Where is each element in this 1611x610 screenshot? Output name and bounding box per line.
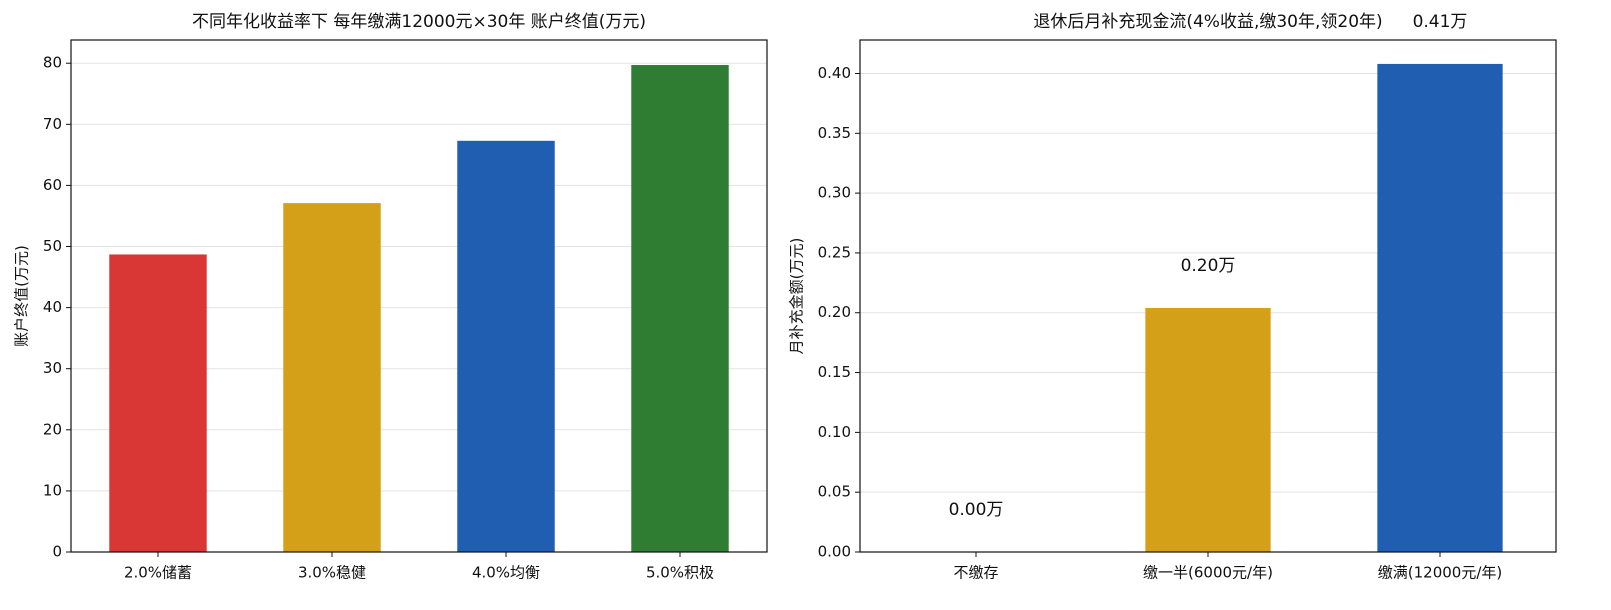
y-axis-label: 账户终值(万元) (13, 245, 31, 347)
y-tick-label: 0.15 (818, 363, 851, 381)
bar (109, 254, 207, 552)
y-tick-label: 30 (43, 359, 62, 377)
value-label: 0.00万 (949, 500, 1004, 520)
y-tick-label: 70 (43, 115, 62, 133)
chart-title: 退休后月补充现金流(4%收益,缴30年,领20年) (1033, 12, 1382, 32)
bar (1377, 63, 1503, 552)
y-axis-label: 月补充金额(万元) (788, 238, 806, 355)
y-tick-label: 0.30 (818, 184, 851, 202)
x-tick-label: 2.0%储蓄 (124, 564, 192, 582)
y-tick-label: 0.05 (818, 483, 851, 501)
y-tick-label: 50 (43, 237, 62, 255)
y-tick-label: 40 (43, 298, 62, 316)
y-tick-label: 0.00 (818, 543, 851, 561)
y-tick-label: 0.35 (818, 124, 851, 142)
bar (283, 203, 381, 552)
x-tick-label: 缴一半(6000元/年) (1143, 564, 1273, 582)
y-tick-label: 0.25 (818, 243, 851, 261)
x-tick-label: 缴满(12000元/年) (1378, 564, 1502, 582)
y-tick-label: 0 (52, 543, 62, 561)
bar (631, 65, 729, 553)
y-tick-label: 80 (43, 54, 62, 72)
plot-frame (859, 39, 1557, 553)
x-tick-label: 3.0%稳健 (298, 564, 366, 582)
x-tick-label: 不缴存 (953, 564, 998, 582)
y-tick-label: 0.10 (818, 423, 851, 441)
bar (1145, 307, 1271, 552)
chart-title: 不同年化收益率下 每年缴满12000元×30年 账户终值(万元) (192, 12, 646, 32)
y-tick-label: 0.20 (818, 303, 851, 321)
y-tick-label: 10 (43, 481, 62, 499)
value-label: 0.20万 (1181, 256, 1236, 276)
y-tick-label: 60 (43, 176, 62, 194)
plot-frame (70, 39, 768, 553)
x-tick-label: 4.0%均衡 (472, 564, 540, 582)
y-tick-label: 0.40 (818, 64, 851, 82)
x-tick-label: 5.0%积极 (646, 564, 714, 582)
y-tick-label: 20 (43, 420, 62, 438)
value-label: 0.41万 (1413, 12, 1468, 32)
bar (457, 140, 555, 552)
